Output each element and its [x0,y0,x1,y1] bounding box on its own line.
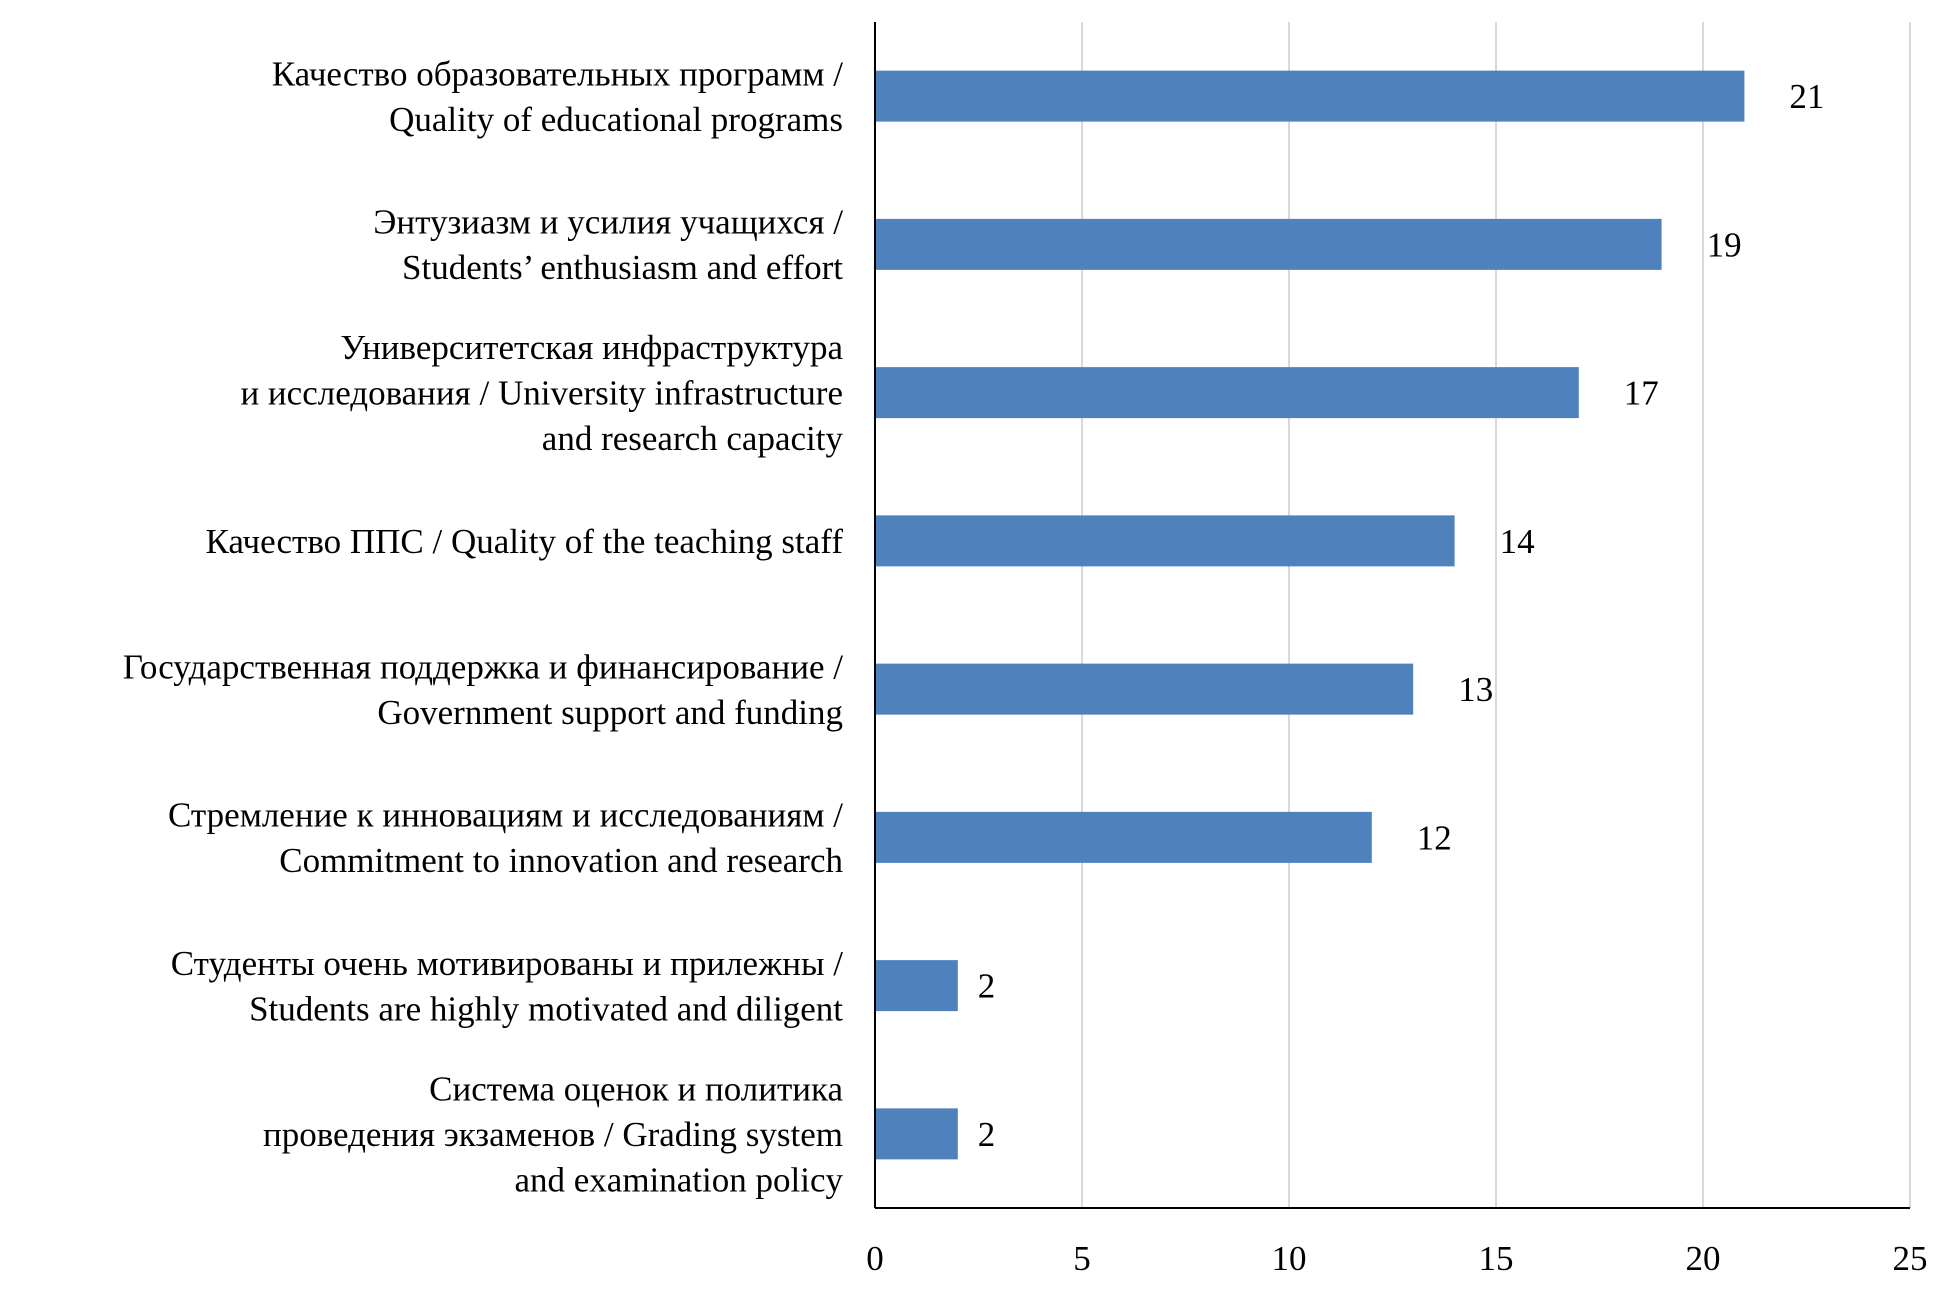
category-label: and examination policy [514,1160,843,1199]
x-tick-label: 0 [866,1239,884,1278]
data-label: 21 [1789,77,1824,116]
data-label: 13 [1458,670,1493,709]
category-label: Стремление к инновациям и исследованиям … [168,796,843,835]
data-label: 12 [1417,818,1452,857]
bar [875,367,1579,419]
category-label: Студенты очень мотивированы и прилежны / [171,944,844,983]
bar [875,1108,958,1160]
category-label: Университетская инфраструктура [340,328,843,367]
category-label: Students’ enthusiasm and effort [402,248,843,287]
bar [875,811,1372,863]
category-label: проведения экзаменов / Grading system [263,1115,843,1154]
category-label: Students are highly motivated and dilige… [249,989,843,1028]
category-label: и исследования / University infrastructu… [240,374,843,413]
category-label: Качество образовательных программ / [272,54,843,93]
x-tick-label: 20 [1686,1239,1721,1278]
category-label: Commitment to innovation and research [279,841,843,880]
data-label: 2 [978,1115,996,1154]
x-tick-label: 25 [1893,1239,1928,1278]
data-label: 14 [1500,522,1535,561]
data-label: 17 [1624,374,1659,413]
category-label: and research capacity [542,419,844,458]
x-tick-label: 15 [1479,1239,1514,1278]
bar [875,218,1662,270]
data-label: 2 [978,967,996,1006]
bar [875,70,1745,122]
bar [875,663,1414,715]
category-label: Качество ППС / Quality of the teaching s… [205,522,843,561]
category-label: Quality of educational programs [389,100,843,139]
bar [875,960,958,1012]
x-tick-label: 10 [1272,1239,1307,1278]
category-label: Government support and funding [377,693,843,732]
data-label: 19 [1707,225,1742,264]
category-label: Энтузиазм и усилия учащихся / [373,203,843,242]
x-tick-label: 5 [1073,1239,1091,1278]
category-label: Система оценок и политика [429,1069,843,1108]
bar [875,515,1455,567]
category-label: Государственная поддержка и финансирован… [123,647,844,686]
